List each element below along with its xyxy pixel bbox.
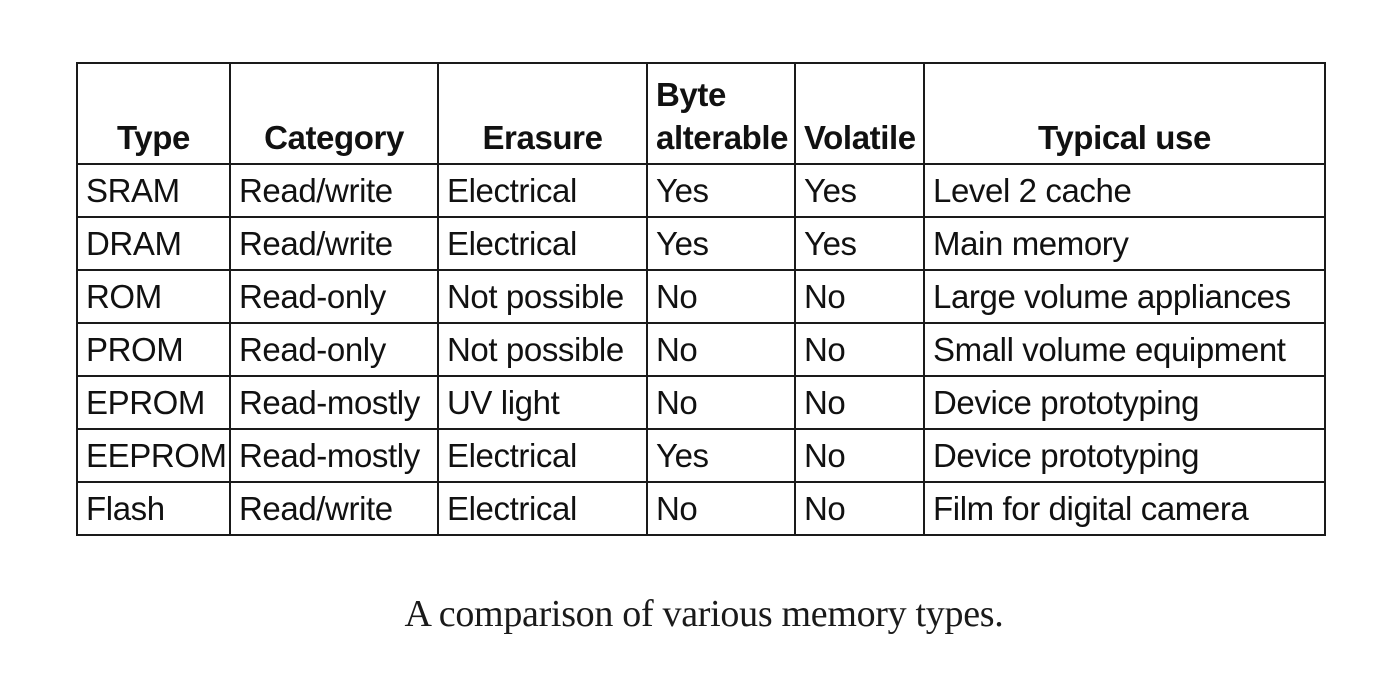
cell-volatile: No	[794, 428, 925, 483]
header-category: Category	[229, 62, 439, 165]
table-row: EEPROM Read-mostly Electrical Yes No Dev…	[76, 428, 1326, 483]
cell-type: PROM	[76, 322, 231, 377]
cell-typical-use: Device prototyping	[923, 428, 1326, 483]
header-typical-use: Typical use	[923, 62, 1326, 165]
cell-type: EPROM	[76, 375, 231, 430]
cell-erasure: Not possible	[437, 269, 648, 324]
cell-volatile: No	[794, 269, 925, 324]
cell-category: Read/write	[229, 163, 439, 218]
table-row: SRAM Read/write Electrical Yes Yes Level…	[76, 163, 1326, 218]
cell-byte-alterable: Yes	[646, 428, 796, 483]
cell-byte-alterable: Yes	[646, 216, 796, 271]
cell-erasure: Electrical	[437, 481, 648, 536]
cell-type: Flash	[76, 481, 231, 536]
cell-typical-use: Device prototyping	[923, 375, 1326, 430]
header-byte-alterable: Byte alterable	[646, 62, 796, 165]
cell-volatile: Yes	[794, 163, 925, 218]
cell-typical-use: Large volume appliances	[923, 269, 1326, 324]
cell-type: SRAM	[76, 163, 231, 218]
table-row: EPROM Read-mostly UV light No No Device …	[76, 375, 1326, 430]
cell-type: ROM	[76, 269, 231, 324]
cell-byte-alterable: Yes	[646, 163, 796, 218]
table-body: SRAM Read/write Electrical Yes Yes Level…	[76, 163, 1326, 536]
cell-category: Read/write	[229, 216, 439, 271]
cell-erasure: UV light	[437, 375, 648, 430]
cell-byte-alterable: No	[646, 375, 796, 430]
cell-volatile: No	[794, 481, 925, 536]
header-erasure: Erasure	[437, 62, 648, 165]
cell-typical-use: Film for digital camera	[923, 481, 1326, 536]
header-row: Type Category Erasure Byte alterable Vol…	[76, 62, 1326, 165]
header-volatile: Volatile	[794, 62, 925, 165]
header-type: Type	[76, 62, 231, 165]
cell-byte-alterable: No	[646, 481, 796, 536]
cell-category: Read-mostly	[229, 428, 439, 483]
cell-erasure: Not possible	[437, 322, 648, 377]
cell-category: Read-only	[229, 322, 439, 377]
cell-byte-alterable: No	[646, 322, 796, 377]
cell-typical-use: Small volume equipment	[923, 322, 1326, 377]
table-row: DRAM Read/write Electrical Yes Yes Main …	[76, 216, 1326, 271]
cell-type: DRAM	[76, 216, 231, 271]
cell-erasure: Electrical	[437, 216, 648, 271]
cell-byte-alterable: No	[646, 269, 796, 324]
memory-comparison-table: Type Category Erasure Byte alterable Vol…	[76, 62, 1326, 536]
cell-type: EEPROM	[76, 428, 231, 483]
cell-typical-use: Level 2 cache	[923, 163, 1326, 218]
cell-volatile: No	[794, 322, 925, 377]
cell-category: Read-mostly	[229, 375, 439, 430]
table-row: PROM Read-only Not possible No No Small …	[76, 322, 1326, 377]
table-header: Type Category Erasure Byte alterable Vol…	[76, 62, 1326, 165]
cell-erasure: Electrical	[437, 428, 648, 483]
table-row: ROM Read-only Not possible No No Large v…	[76, 269, 1326, 324]
table-row: Flash Read/write Electrical No No Film f…	[76, 481, 1326, 536]
cell-erasure: Electrical	[437, 163, 648, 218]
cell-category: Read-only	[229, 269, 439, 324]
table-caption: A comparison of various memory types.	[404, 593, 1004, 635]
cell-category: Read/write	[229, 481, 439, 536]
cell-typical-use: Main memory	[923, 216, 1326, 271]
cell-volatile: No	[794, 375, 925, 430]
cell-volatile: Yes	[794, 216, 925, 271]
